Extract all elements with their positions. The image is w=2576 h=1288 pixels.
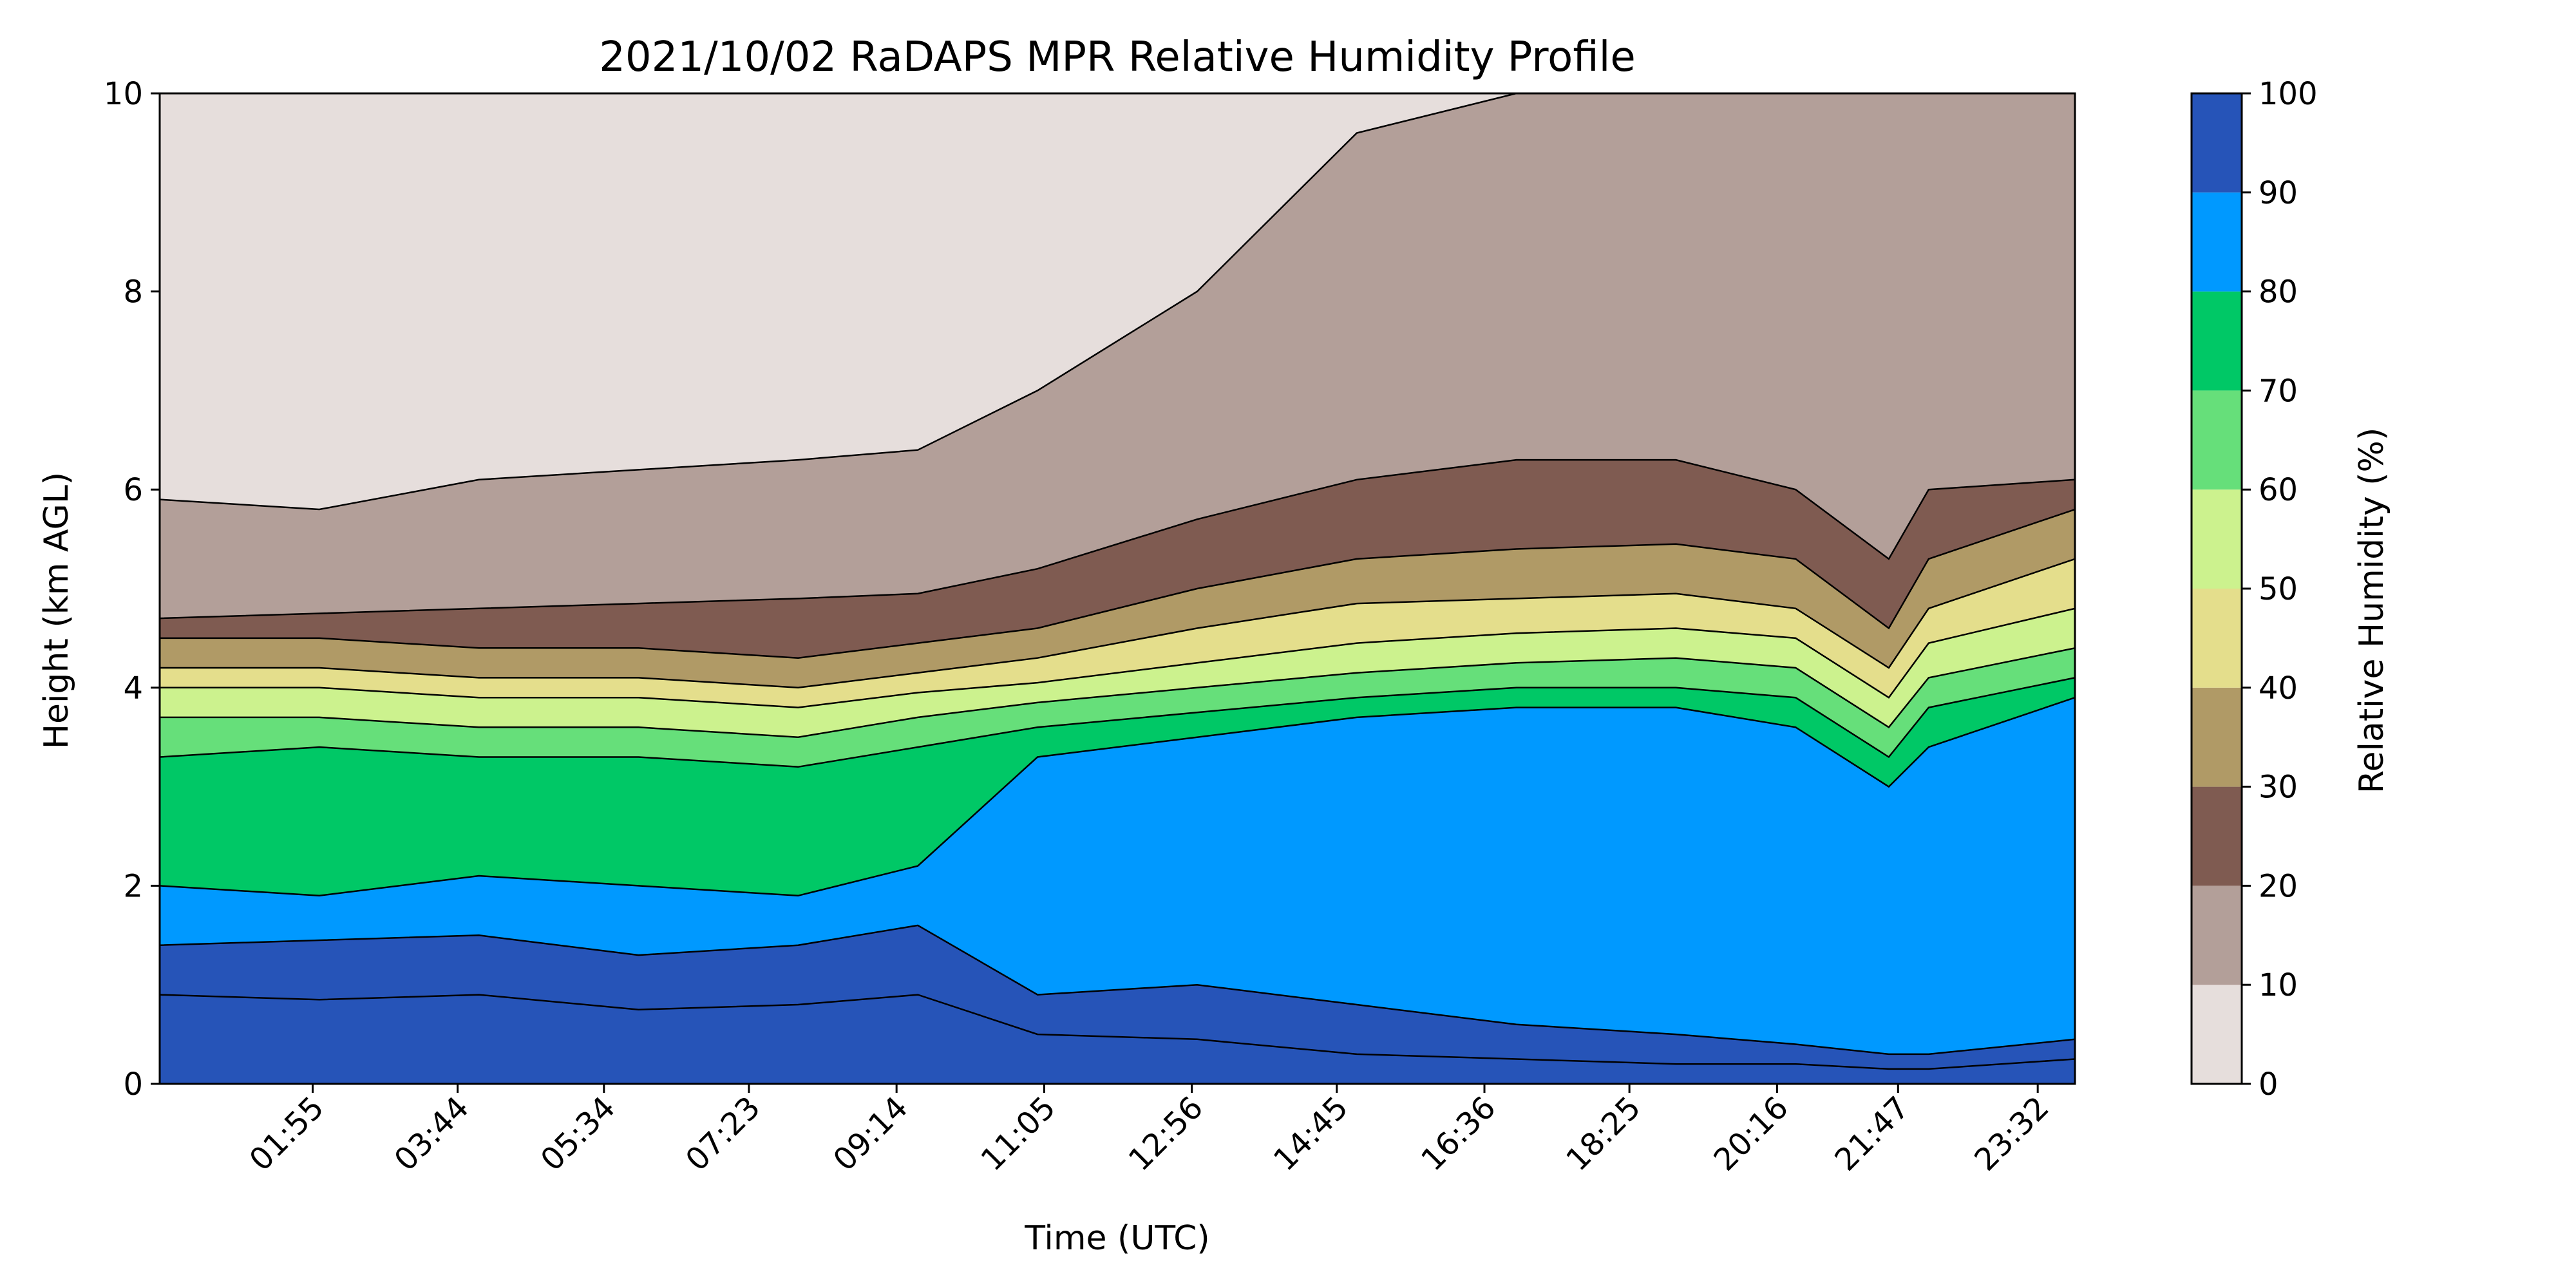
x-tick-label: 16:36 [1414,1090,1502,1178]
rh-contour-line-0pct [160,93,2075,511]
colorbar-tick-label: 10 [2259,967,2298,1003]
colorbar-tick-label: 50 [2259,571,2298,607]
y-tick-label: 8 [123,274,143,310]
y-tick-label: 6 [123,472,143,508]
chart-title: 2021/10/02 RaDAPS MPR Relative Humidity … [599,33,1636,81]
colorbar-label: Relative Humidity (%) [2353,428,2391,794]
colorbar: 0 10 20 30 40 50 60 70 80 90 100 [2190,76,2318,1103]
colorbar-swatch-0-10 [2192,985,2242,1084]
rh-contour-line-40pct [160,607,2075,708]
rh-contour-line-70pct [160,697,2075,897]
colorbar-tick-label: 90 [2259,175,2298,211]
x-tick-label: 21:47 [1828,1090,1916,1178]
colorbar-swatch-60-70 [2192,390,2242,490]
rh-contour-line-20pct [160,508,2075,659]
rh-contour-line-60pct [160,677,2075,768]
rh-contour-line-90pct [160,994,2075,1070]
colorbar-swatch-80-90 [2192,192,2242,292]
x-tick-label: 07:23 [679,1090,767,1178]
x-tick-label: 20:16 [1707,1090,1795,1178]
colorbar-tick-label: 60 [2259,472,2298,508]
colorbar-tick-label: 30 [2259,770,2298,806]
x-tick-label: 03:44 [388,1090,476,1178]
x-tick-label: 11:05 [974,1090,1062,1178]
y-tick-label: 0 [123,1066,143,1103]
x-tick-label: 05:34 [534,1090,622,1178]
x-tick-label: 09:14 [826,1090,914,1178]
contour-plot-area [160,93,2075,1084]
colorbar-swatch-40-50 [2192,589,2242,688]
contour-bands [160,93,2075,1084]
y-tick-label: 2 [123,868,143,904]
colorbar-swatch-30-40 [2192,687,2242,787]
colorbar-swatch-90-100 [2192,93,2242,193]
colorbar-tick-label: 20 [2259,868,2298,904]
y-tick-label: 4 [123,670,143,706]
rh-contour-line-50pct [160,647,2075,738]
x-tick-label: 14:45 [1267,1090,1355,1178]
plot-frame [158,92,2076,1085]
rh-contour-line-30pct [160,558,2075,689]
y-axis-label: Height (km AGL) [37,472,76,749]
x-tick-label: 18:25 [1559,1090,1647,1178]
colorbar-swatch-20-30 [2192,786,2242,886]
rh-contour-line-80pct [160,924,2075,1056]
x-tick-label: 12:56 [1122,1090,1210,1178]
colorbar-tick-label: 70 [2259,373,2298,409]
x-tick-label: 23:32 [1967,1090,2056,1178]
colorbar-tick-label: 40 [2259,670,2298,706]
rh-contour-line-10pct [160,459,2075,620]
x-tick-label: 01:55 [243,1090,331,1178]
colorbar-tick-label: 0 [2259,1066,2278,1103]
colorbar-swatch-10-20 [2192,886,2242,985]
colorbar-tick-label: 80 [2259,274,2298,310]
y-tick-label: 10 [104,76,143,112]
colorbar-swatch-50-60 [2192,489,2242,589]
x-axis-label: Time (UTC) [1024,1219,1209,1258]
rh-band-below-0pct [160,93,2075,509]
colorbar-swatch-70-80 [2192,291,2242,391]
colorbar-tick-label: 100 [2259,76,2318,112]
